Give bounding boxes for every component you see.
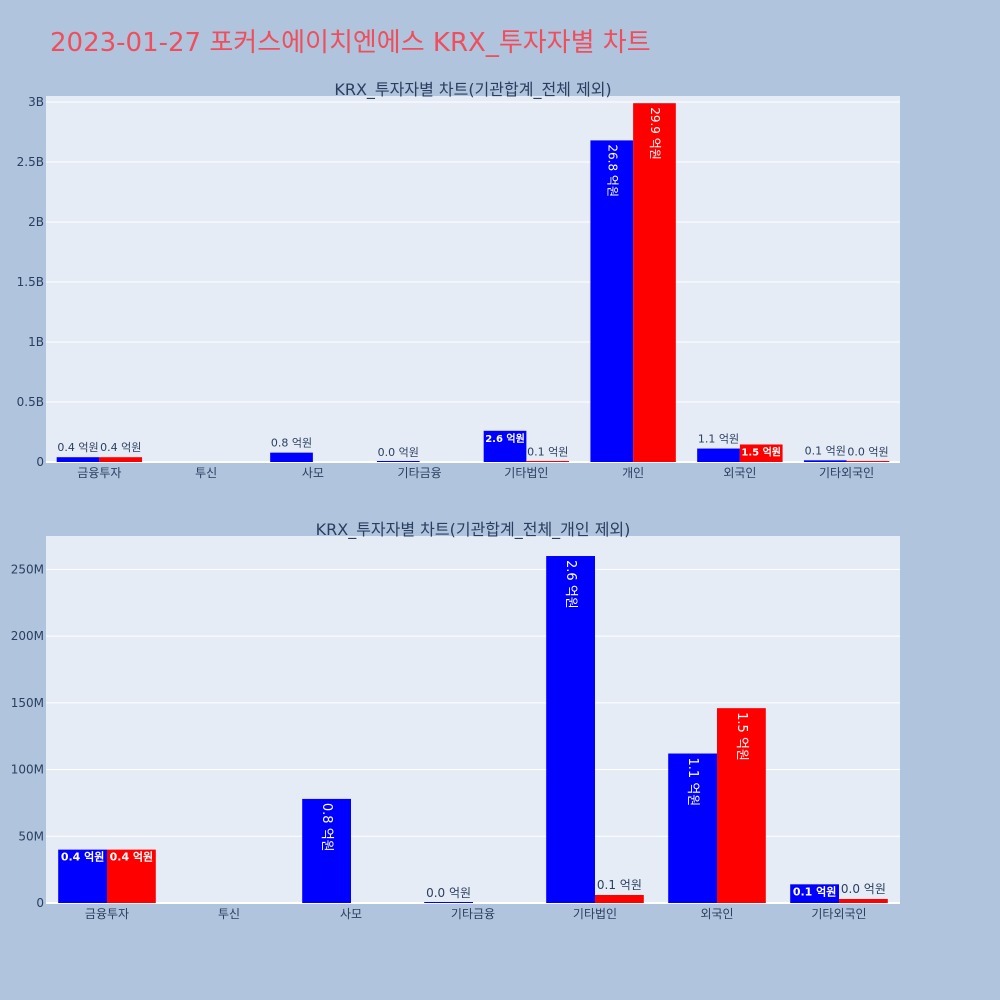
y-tick-label: 250M xyxy=(11,562,44,576)
plot-area xyxy=(46,96,900,462)
bar-label: 1.5 억원 xyxy=(741,445,781,458)
bar-label: 0.4 억원 xyxy=(57,441,98,454)
y-tick-label: 100M xyxy=(11,763,44,777)
x-tick-label: 사모 xyxy=(302,466,324,480)
x-tick-label: 외국인 xyxy=(700,907,733,921)
x-tick-label: 투신 xyxy=(218,907,240,921)
bar-label: 2.6 억원 xyxy=(563,560,578,609)
bar-a xyxy=(302,798,351,903)
x-tick-label: 외국인 xyxy=(723,466,756,480)
bar-a xyxy=(590,140,634,462)
bar-b xyxy=(633,103,676,462)
bar-b xyxy=(526,461,570,462)
bar-b xyxy=(739,444,783,462)
bar-b xyxy=(595,894,644,903)
x-tick-label: 투신 xyxy=(195,466,217,480)
bar-label: 0.4 억원 xyxy=(100,441,141,454)
bar-a xyxy=(483,430,527,462)
x-tick-label: 기타외국인 xyxy=(811,907,866,921)
bar-label: 0.8 억원 xyxy=(271,437,312,450)
bar-label: 29.9 억원 xyxy=(648,107,662,160)
chart-1: 0 0.5B 1B 1.5B 2B 2.5B 3B KRX_투자자별 차트(기관합계_전체 제… xyxy=(17,80,900,480)
y-tick-label: 0.5B xyxy=(17,395,44,409)
x-tick-label: 기타법인 xyxy=(504,466,548,480)
bar-label: 0.0 억원 xyxy=(378,446,419,459)
x-tick-label: 금융투자 xyxy=(77,466,121,480)
bar-label: 0.0 억원 xyxy=(841,882,886,896)
plot-area xyxy=(46,536,900,903)
bar-label: 0.1 억원 xyxy=(527,445,568,458)
bar-label: 0.4 억원 xyxy=(110,850,154,864)
y-tick-label: 50M xyxy=(18,829,44,843)
bar-label: 2.6 억원 xyxy=(485,432,525,445)
x-tick-label: 사모 xyxy=(340,907,362,921)
bar-a xyxy=(270,452,313,462)
y-tick-label: 1.5B xyxy=(17,275,44,289)
y-tick-label: 1B xyxy=(28,335,44,349)
page-title: 2023-01-27 포커스에이치엔에스 KRX_투자자별 차트 xyxy=(50,28,651,58)
bar-label: 0.0 억원 xyxy=(847,446,888,459)
bar-a xyxy=(546,556,595,903)
bar-b xyxy=(107,849,156,903)
bar-label: 0.1 억원 xyxy=(805,444,846,457)
bar-label: 1.1 억원 xyxy=(698,433,739,446)
y-tick-label: 2B xyxy=(28,215,44,229)
bar-label: 1.5 억원 xyxy=(734,712,749,761)
bar-a xyxy=(790,884,839,903)
bar-b xyxy=(839,898,888,903)
bar-label: 0.8 억원 xyxy=(319,803,334,852)
chart-2: 0 50M 100M 150M 200M 250M KRX_투자자별 차트(기관합계_전체_… xyxy=(11,520,900,921)
chart-title: KRX_투자자별 차트(기관합계_전체_개인 제외) xyxy=(316,520,631,540)
bar-a xyxy=(803,460,847,462)
bar-label: 0.4 억원 xyxy=(61,850,105,864)
x-tick-label: 기타금융 xyxy=(451,907,495,921)
bar-b xyxy=(717,708,766,903)
y-tick-label: 200M xyxy=(11,629,44,643)
x-tick-label: 금융투자 xyxy=(85,907,129,921)
bar-label: 0.1 억원 xyxy=(793,884,837,898)
bar-label: 1.1 억원 xyxy=(685,758,700,807)
bar-a xyxy=(56,457,100,462)
x-tick-label: 개인 xyxy=(622,466,644,480)
bar-label: 0.0 억원 xyxy=(426,886,471,900)
bar-a xyxy=(424,902,473,903)
bar-a xyxy=(668,753,717,903)
bar-label: 26.8 억원 xyxy=(605,144,619,197)
bar-b xyxy=(846,461,890,462)
bar-label: 0.1 억원 xyxy=(597,878,642,892)
chart-title: KRX_투자자별 차트(기관합계_전체 제외) xyxy=(334,80,611,100)
x-tick-label: 기타금융 xyxy=(398,466,442,480)
bar-b xyxy=(99,457,143,462)
y-tick-label: 0 xyxy=(36,455,44,469)
bar-a xyxy=(697,448,740,462)
bar-a xyxy=(376,461,420,462)
x-tick-label: 기타법인 xyxy=(573,907,617,921)
bar-a xyxy=(58,849,107,903)
x-tick-label: 기타외국인 xyxy=(819,466,874,480)
y-tick-label: 3B xyxy=(28,95,44,109)
y-tick-label: 150M xyxy=(11,696,44,710)
y-tick-label: 0 xyxy=(36,896,44,910)
y-tick-label: 2.5B xyxy=(17,155,44,169)
